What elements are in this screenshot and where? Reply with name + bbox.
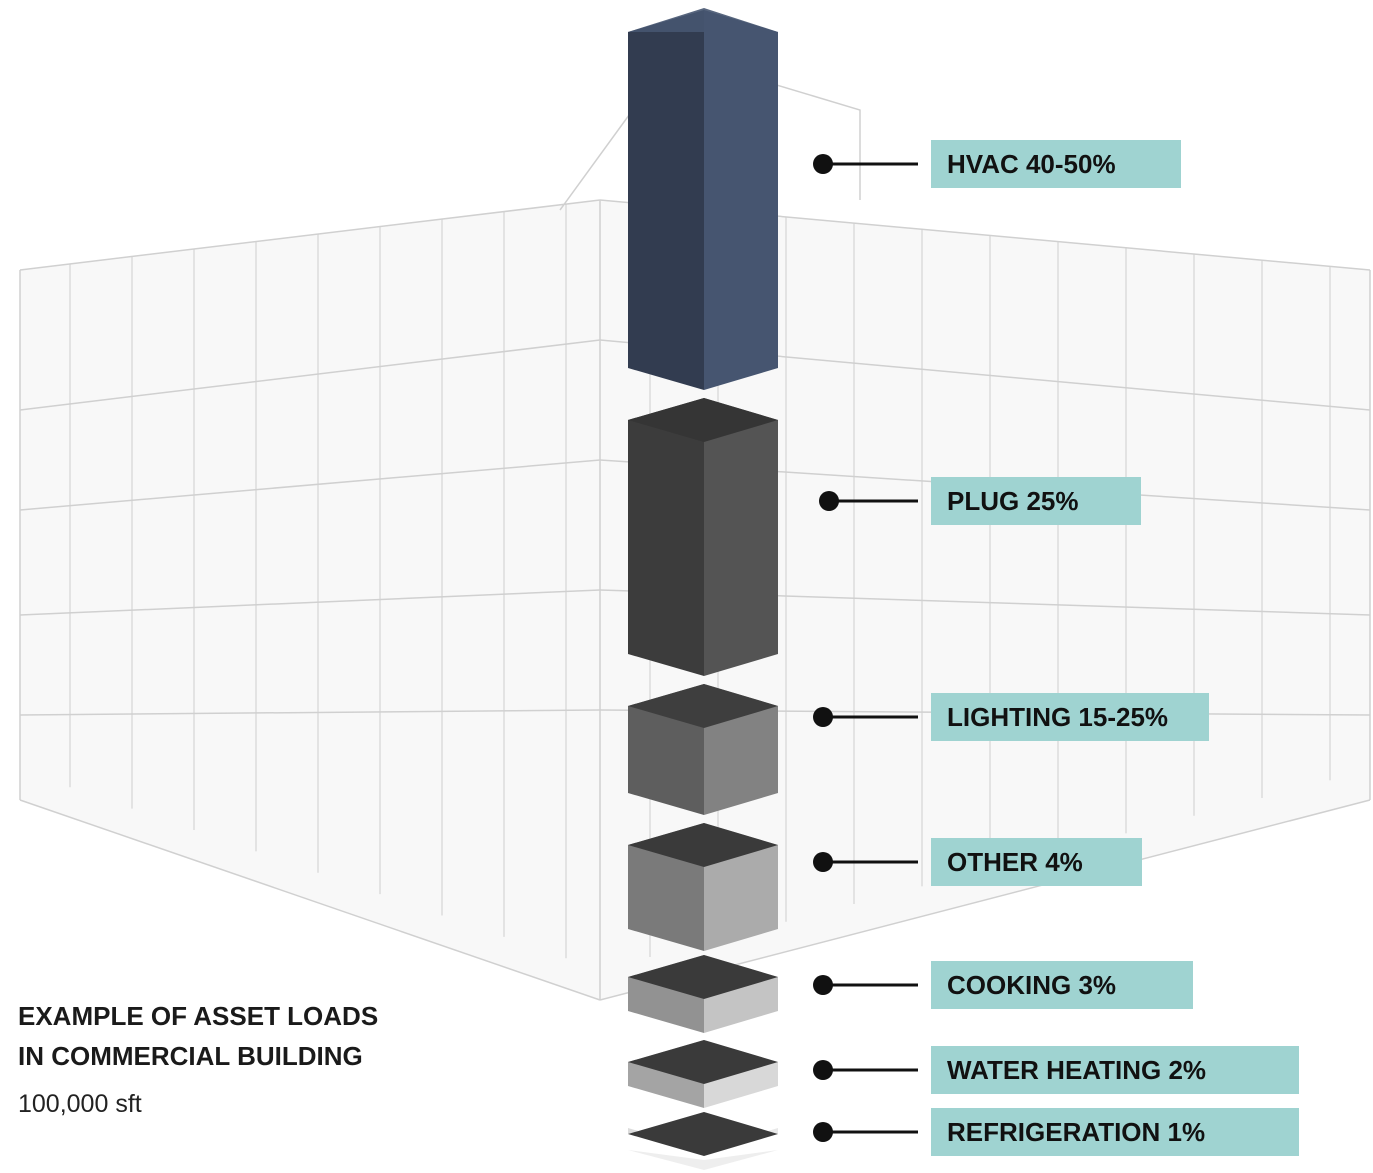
caption-title: EXAMPLE OF ASSET LOADS IN COMMERCIAL BUI… [18, 996, 538, 1076]
load-block-top-face [628, 955, 778, 999]
stack-shadow [628, 1150, 778, 1170]
load-label-plug: PLUG 25% [931, 477, 1141, 525]
caption-title-line2: IN COMMERCIAL BUILDING [18, 1041, 363, 1071]
caption-subtitle: 100,000 sft [18, 1090, 142, 1118]
building-right-wall [600, 200, 1370, 1000]
load-block-right-face [704, 398, 778, 676]
load-label-cooking: COOKING 3% [931, 961, 1193, 1009]
load-label-water-heating: WATER HEATING 2% [931, 1046, 1299, 1094]
load-block-left-face [628, 398, 704, 676]
connector-dot-lighting [813, 707, 833, 727]
caption-title-line1: EXAMPLE OF ASSET LOADS [18, 1001, 379, 1031]
load-block-left-face [628, 10, 704, 390]
building-left-wall [20, 200, 600, 1000]
load-block-water-heating [628, 1040, 778, 1108]
load-block-cap [628, 8, 778, 32]
load-block-top-face [628, 1112, 778, 1156]
load-block-top-face [628, 684, 778, 728]
connector-dot-cooking [813, 975, 833, 995]
load-block-top-face [628, 398, 778, 442]
load-label-other: OTHER 4% [931, 838, 1142, 886]
load-block-other [628, 823, 778, 951]
load-block-refrigeration [628, 1112, 778, 1156]
load-block-hvac [628, 8, 778, 390]
load-block-cooking [628, 955, 778, 1033]
load-label-lighting: LIGHTING 15-25% [931, 693, 1209, 741]
load-block-lighting [628, 684, 778, 815]
load-block-right-face [704, 10, 778, 390]
building-base-left [19, 799, 601, 1001]
connector-dot-water-heating [813, 1060, 833, 1080]
load-label-refrigeration: REFRIGERATION 1% [931, 1108, 1299, 1156]
load-block-plug [628, 398, 778, 676]
connector-dot-refrigeration [813, 1122, 833, 1142]
connector-dot-hvac [813, 154, 833, 174]
load-block-top-face [628, 1040, 778, 1084]
connector-dot-plug [819, 491, 839, 511]
connector-dot-other [813, 852, 833, 872]
load-block-top-face [628, 823, 778, 867]
load-label-hvac: HVAC 40-50% [931, 140, 1181, 188]
